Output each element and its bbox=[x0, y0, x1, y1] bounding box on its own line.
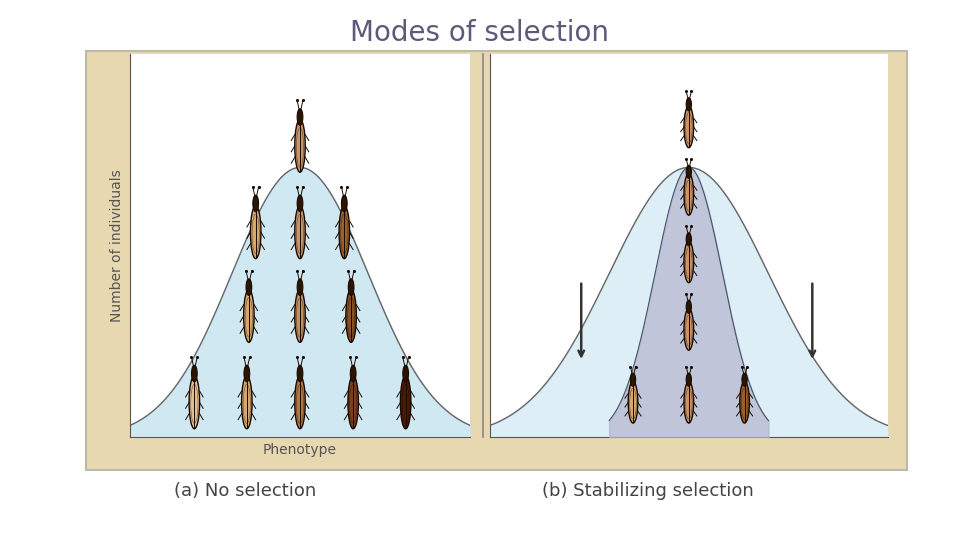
Ellipse shape bbox=[685, 180, 692, 211]
Ellipse shape bbox=[339, 206, 349, 259]
Ellipse shape bbox=[684, 173, 694, 215]
Ellipse shape bbox=[686, 98, 691, 111]
Ellipse shape bbox=[189, 376, 200, 429]
Ellipse shape bbox=[628, 381, 637, 423]
Text: (a) No selection: (a) No selection bbox=[174, 482, 316, 500]
Ellipse shape bbox=[298, 109, 302, 125]
Ellipse shape bbox=[685, 113, 692, 144]
Ellipse shape bbox=[630, 388, 636, 419]
Ellipse shape bbox=[298, 195, 302, 212]
Ellipse shape bbox=[348, 376, 358, 429]
Y-axis label: Number of individuals: Number of individuals bbox=[110, 170, 124, 322]
Ellipse shape bbox=[350, 365, 356, 382]
Ellipse shape bbox=[297, 384, 303, 423]
Ellipse shape bbox=[403, 365, 409, 382]
Ellipse shape bbox=[348, 298, 355, 337]
Ellipse shape bbox=[402, 384, 409, 423]
Ellipse shape bbox=[297, 127, 303, 167]
Text: (b) Stabilizing selection: (b) Stabilizing selection bbox=[542, 482, 754, 500]
Ellipse shape bbox=[242, 376, 252, 429]
Ellipse shape bbox=[686, 373, 691, 386]
Ellipse shape bbox=[244, 365, 250, 382]
Ellipse shape bbox=[686, 233, 691, 246]
Ellipse shape bbox=[346, 289, 356, 342]
Ellipse shape bbox=[341, 214, 348, 253]
Ellipse shape bbox=[348, 279, 354, 295]
Ellipse shape bbox=[244, 289, 254, 342]
Ellipse shape bbox=[295, 376, 305, 429]
Ellipse shape bbox=[684, 106, 694, 147]
Ellipse shape bbox=[246, 279, 252, 295]
Ellipse shape bbox=[191, 365, 197, 382]
Ellipse shape bbox=[295, 206, 305, 259]
Ellipse shape bbox=[686, 300, 691, 313]
Ellipse shape bbox=[252, 214, 259, 253]
Ellipse shape bbox=[685, 388, 692, 419]
Ellipse shape bbox=[631, 373, 636, 386]
Ellipse shape bbox=[342, 195, 348, 212]
Ellipse shape bbox=[684, 241, 694, 283]
Ellipse shape bbox=[685, 315, 692, 346]
Ellipse shape bbox=[243, 384, 251, 423]
Ellipse shape bbox=[297, 298, 303, 337]
Ellipse shape bbox=[685, 248, 692, 279]
Ellipse shape bbox=[684, 309, 694, 350]
Ellipse shape bbox=[297, 214, 303, 253]
Ellipse shape bbox=[252, 195, 258, 212]
Ellipse shape bbox=[684, 381, 694, 423]
Ellipse shape bbox=[298, 365, 302, 382]
Ellipse shape bbox=[245, 298, 252, 337]
X-axis label: Phenotype: Phenotype bbox=[263, 443, 337, 457]
Ellipse shape bbox=[742, 373, 747, 386]
Ellipse shape bbox=[741, 388, 748, 419]
Ellipse shape bbox=[740, 381, 750, 423]
Ellipse shape bbox=[349, 384, 357, 423]
Ellipse shape bbox=[295, 289, 305, 342]
Ellipse shape bbox=[251, 206, 261, 259]
Text: Modes of selection: Modes of selection bbox=[350, 19, 610, 47]
Ellipse shape bbox=[400, 376, 411, 429]
Ellipse shape bbox=[191, 384, 198, 423]
Ellipse shape bbox=[295, 119, 305, 172]
Ellipse shape bbox=[686, 165, 691, 178]
Ellipse shape bbox=[298, 279, 302, 295]
